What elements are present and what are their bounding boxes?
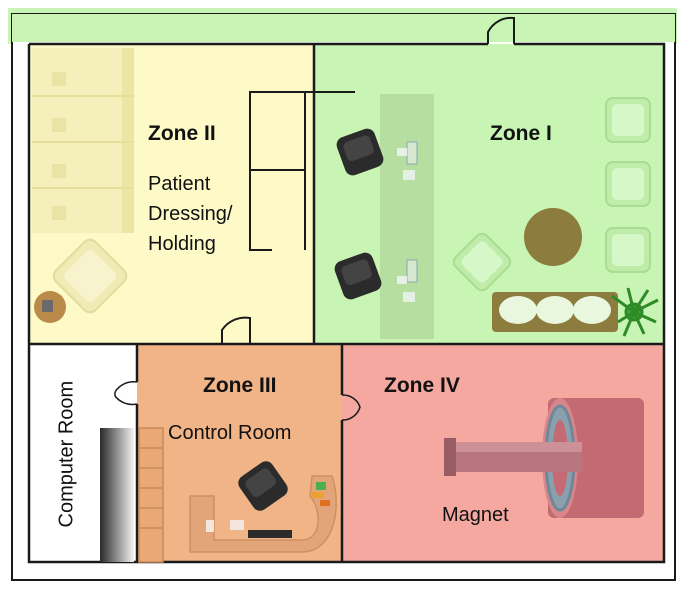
computer-monitor-icon bbox=[397, 141, 418, 180]
zone-1-label: Zone I bbox=[490, 122, 552, 145]
magnet-label: Magnet bbox=[442, 504, 509, 526]
armchair-icon bbox=[605, 97, 651, 143]
door-icon[interactable] bbox=[114, 380, 138, 406]
locker-icon bbox=[32, 48, 134, 233]
chair-icon bbox=[336, 128, 384, 176]
chair-icon bbox=[334, 252, 382, 300]
door-icon[interactable] bbox=[341, 394, 361, 421]
desk-icon bbox=[380, 94, 434, 339]
computer-monitor-icon bbox=[397, 259, 418, 302]
zone-2-label: Zone II bbox=[148, 122, 216, 145]
chair-icon bbox=[238, 461, 288, 511]
door-icon[interactable] bbox=[221, 316, 251, 344]
control-room-label: Control Room bbox=[168, 422, 292, 444]
server-rack-icon bbox=[100, 428, 134, 562]
mri-magnet-icon bbox=[444, 398, 644, 518]
computer-monitor-icon bbox=[230, 520, 292, 538]
armchair-icon bbox=[452, 232, 512, 292]
walls bbox=[27, 42, 666, 564]
bookshelf-icon bbox=[138, 427, 164, 563]
patient-area-label-line-3: Holding bbox=[148, 233, 216, 255]
potted-plant-icon bbox=[611, 287, 659, 337]
armchair-icon bbox=[605, 227, 651, 273]
armchair-icon bbox=[605, 161, 651, 207]
door-icon[interactable] bbox=[487, 16, 515, 44]
zone-4-label: Zone IV bbox=[384, 374, 460, 397]
patient-area-label-line-2: Dressing/ bbox=[148, 203, 233, 225]
desk-items bbox=[206, 482, 330, 532]
side-table-icon bbox=[34, 291, 66, 323]
dressing-cubicles bbox=[249, 91, 355, 251]
armchair-icon bbox=[52, 238, 128, 314]
computer-room-label: Computer Room bbox=[55, 380, 78, 528]
zone-3-label: Zone III bbox=[203, 374, 277, 397]
round-table-icon bbox=[524, 208, 582, 266]
patient-area-label-line-1: Patient bbox=[148, 173, 211, 195]
sofa-icon bbox=[492, 292, 618, 332]
